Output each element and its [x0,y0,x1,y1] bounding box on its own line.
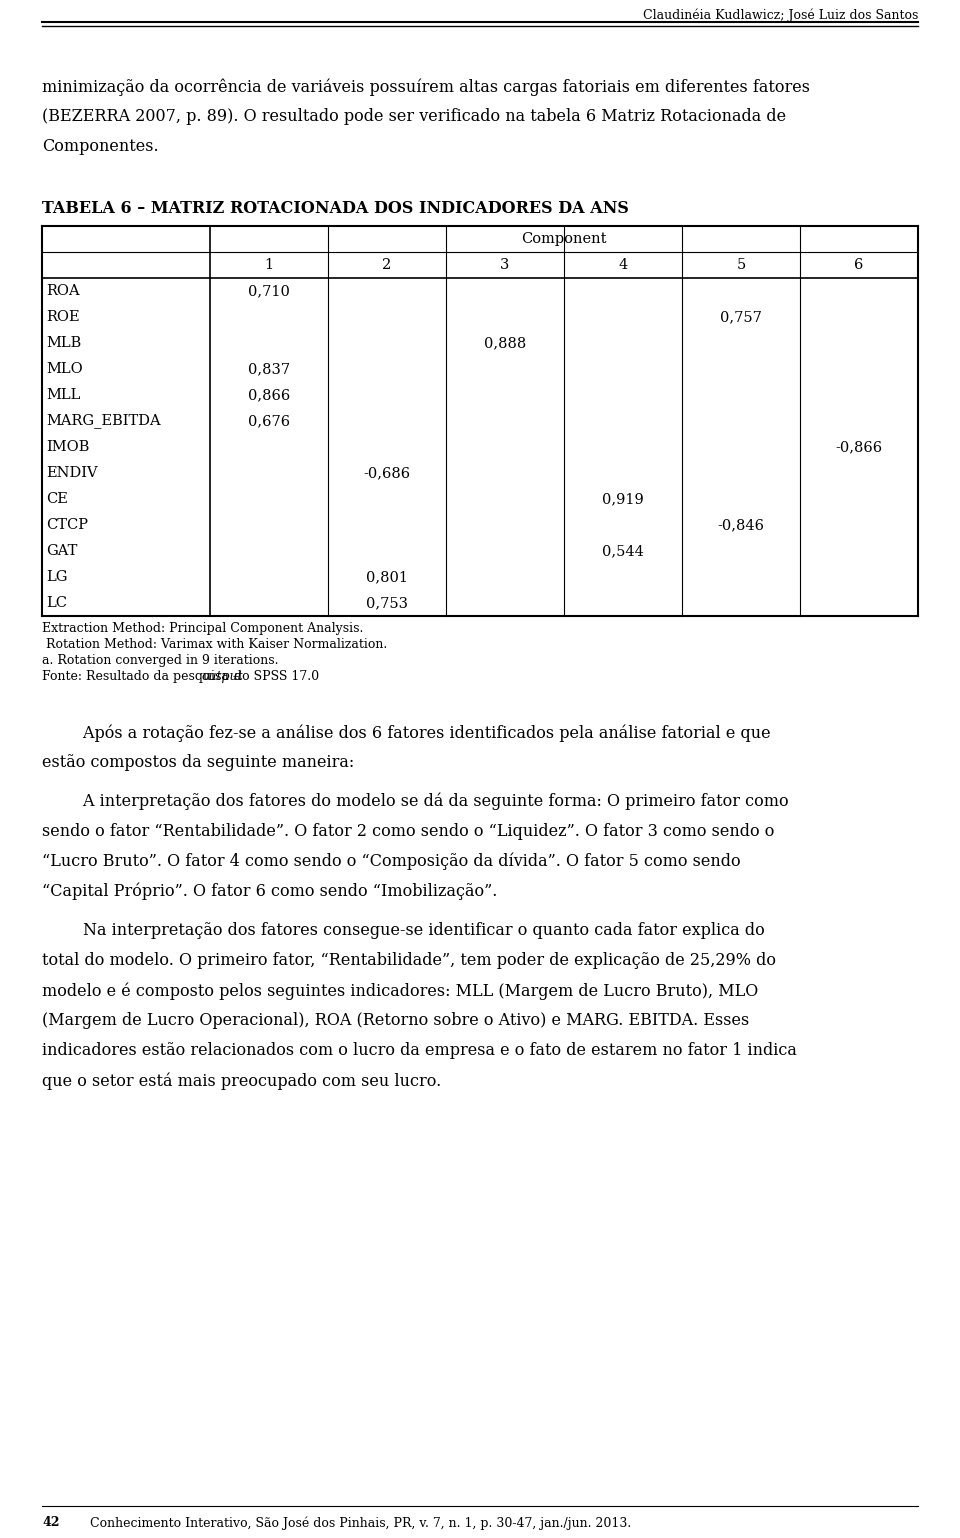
Text: TABELA 6 – MATRIZ ROTACIONADA DOS INDICADORES DA ANS: TABELA 6 – MATRIZ ROTACIONADA DOS INDICA… [42,200,629,217]
Text: do SPSS 17.0: do SPSS 17.0 [230,671,320,683]
Text: Conhecimento Interativo, São José dos Pinhais, PR, v. 7, n. 1, p. 30-47, jan./ju: Conhecimento Interativo, São José dos Pi… [90,1516,632,1529]
Text: MLB: MLB [46,335,82,351]
Text: “Capital Próprio”. O fator 6 como sendo “Imobilização”.: “Capital Próprio”. O fator 6 como sendo … [42,883,497,901]
Text: GAT: GAT [46,544,78,558]
Text: ROA: ROA [46,285,80,298]
Text: IMOB: IMOB [46,440,89,454]
Text: MARG_EBITDA: MARG_EBITDA [46,414,160,429]
Text: ROE: ROE [46,311,80,325]
Text: “Lucro Bruto”. O fator 4 como sendo o “Composição da dívida”. O fator 5 como sen: “Lucro Bruto”. O fator 4 como sendo o “C… [42,854,740,871]
Text: sendo o fator “Rentabilidade”. O fator 2 como sendo o “Liquidez”. O fator 3 como: sendo o fator “Rentabilidade”. O fator 2… [42,823,775,840]
Text: 0,544: 0,544 [602,544,644,558]
Text: 2: 2 [382,258,392,272]
Text: 0,753: 0,753 [366,597,408,611]
Text: estão compostos da seguinte maneira:: estão compostos da seguinte maneira: [42,754,354,771]
Text: Após a rotação fez-se a análise dos 6 fatores identificados pela análise fatoria: Após a rotação fez-se a análise dos 6 fa… [42,724,771,741]
Text: 0,676: 0,676 [248,414,290,428]
Text: 4: 4 [618,258,628,272]
Text: modelo e é composto pelos seguintes indicadores: MLL (Margem de Lucro Bruto), ML: modelo e é composto pelos seguintes indi… [42,981,758,1000]
Text: CE: CE [46,492,68,506]
Text: CTCP: CTCP [46,518,88,532]
Text: 0,757: 0,757 [720,311,762,325]
Text: 0,888: 0,888 [484,335,526,351]
Text: (Margem de Lucro Operacional), ROA (Retorno sobre o Ativo) e MARG. EBITDA. Esses: (Margem de Lucro Operacional), ROA (Reto… [42,1012,749,1029]
Text: A interpretação dos fatores do modelo se dá da seguinte forma: O primeiro fator : A interpretação dos fatores do modelo se… [42,794,788,811]
Text: 6: 6 [854,258,864,272]
Text: 0,710: 0,710 [248,285,290,298]
Text: 0,837: 0,837 [248,361,290,375]
Text: minimização da ocorrência de variáveis possuírem altas cargas fatoriais em difer: minimização da ocorrência de variáveis p… [42,78,810,95]
Text: total do modelo. O primeiro fator, “Rentabilidade”, tem poder de explicação de 2: total do modelo. O primeiro fator, “Rent… [42,952,776,969]
Text: output: output [202,671,243,683]
Text: Rotation Method: Varimax with Kaiser Normalization.: Rotation Method: Varimax with Kaiser Nor… [42,638,387,651]
Text: -0,866: -0,866 [835,440,882,454]
Text: 0,919: 0,919 [602,492,644,506]
Text: a. Rotation converged in 9 iterations.: a. Rotation converged in 9 iterations. [42,654,278,667]
Text: que o setor está mais preocupado com seu lucro.: que o setor está mais preocupado com seu… [42,1072,442,1089]
Text: 5: 5 [736,258,746,272]
Text: Extraction Method: Principal Component Analysis.: Extraction Method: Principal Component A… [42,621,364,635]
Text: Component: Component [521,232,607,246]
Text: Na interpretação dos fatores consegue-se identificar o quanto cada fator explica: Na interpretação dos fatores consegue-se… [42,921,765,940]
Text: 0,866: 0,866 [248,388,290,401]
Text: -0,686: -0,686 [364,466,411,480]
Text: MLL: MLL [46,388,81,401]
Text: LC: LC [46,597,67,611]
Text: (BEZERRA 2007, p. 89). O resultado pode ser verificado na tabela 6 Matriz Rotaci: (BEZERRA 2007, p. 89). O resultado pode … [42,108,786,125]
Text: Claudinéia Kudlawicz; José Luiz dos Santos: Claudinéia Kudlawicz; José Luiz dos Sant… [642,8,918,22]
Text: Fonte: Resultado da pesquisa –: Fonte: Resultado da pesquisa – [42,671,243,683]
Text: LG: LG [46,571,67,584]
Text: Componentes.: Componentes. [42,138,158,155]
Text: -0,846: -0,846 [717,518,764,532]
Text: 3: 3 [500,258,510,272]
Text: ENDIV: ENDIV [46,466,98,480]
Text: 42: 42 [42,1516,60,1529]
Text: 1: 1 [264,258,274,272]
Text: MLO: MLO [46,361,83,375]
Text: indicadores estão relacionados com o lucro da empresa e o fato de estarem no fat: indicadores estão relacionados com o luc… [42,1043,797,1060]
Text: 0,801: 0,801 [366,571,408,584]
